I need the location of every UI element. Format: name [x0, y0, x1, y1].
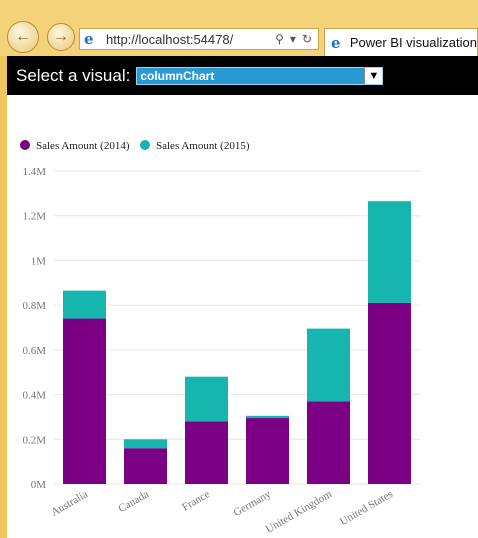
y-tick-label: 1.4M: [22, 166, 46, 178]
visual-select[interactable]: columnChart ▼: [136, 66, 384, 85]
bar-united-kingdom-2015: [307, 328, 350, 402]
bar-united-states-2014: [368, 302, 411, 484]
bar-germany-2014: [246, 418, 289, 484]
forward-arrow-icon: →: [53, 28, 69, 45]
back-button[interactable]: ←: [7, 21, 39, 53]
ie-logo-icon: e: [84, 30, 94, 48]
bar-france-2015: [185, 376, 228, 422]
bar-united-states-2015: [368, 201, 411, 303]
search-icon[interactable]: ⚲: [275, 32, 284, 46]
x-tick-label: Germany: [232, 488, 274, 519]
y-tick-label: 1.2M: [22, 211, 46, 223]
bar-australia-2015: [63, 290, 106, 319]
bar-canada-2015: [124, 439, 167, 449]
visual-selector-bar: Select a visual: columnChart ▼: [7, 56, 478, 95]
x-tick-label: Australia: [49, 488, 90, 519]
legend-marker-2: [140, 140, 150, 150]
bar-australia-2014: [63, 318, 106, 484]
forward-button[interactable]: →: [47, 23, 75, 51]
tab-title: Power BI visualization: [349, 35, 477, 50]
legend-marker-1: [20, 140, 30, 150]
y-tick-label: 1M: [31, 255, 47, 267]
legend-label-1: Sales Amount (2014): [36, 140, 130, 152]
y-tick-label: 0.8M: [22, 300, 46, 312]
tab-ie-icon: e: [331, 33, 341, 52]
x-tick-label: United Kingdom: [264, 488, 335, 536]
chevron-down-icon[interactable]: ▼: [364, 67, 383, 84]
selector-label: Select a visual:: [16, 65, 131, 85]
bar-united-kingdom-2014: [307, 401, 350, 484]
y-tick-label: 0.4M: [22, 390, 46, 402]
page-content: Select a visual: columnChart ▼ Sales Amo…: [7, 56, 478, 538]
refresh-icon[interactable]: ↻: [301, 32, 312, 46]
y-tick-label: 0.6M: [22, 345, 46, 357]
back-arrow-icon: ←: [15, 28, 31, 45]
column-chart: Sales Amount (2014) Sales Amount (2015) 0M…: [20, 140, 420, 536]
address-url[interactable]: http://localhost:54478/: [106, 31, 234, 47]
browser-chrome: ← → e http://localhost:54478/ ⚲ ▾ ↻ e Po…: [0, 0, 478, 56]
y-tick-label: 0M: [31, 479, 47, 491]
y-tick-label: 0.2M: [22, 434, 46, 446]
address-bar[interactable]: e http://localhost:54478/ ⚲ ▾ ↻: [79, 28, 319, 50]
bar-france-2014: [185, 421, 228, 484]
browser-tab[interactable]: e Power BI visualization: [324, 28, 478, 56]
x-tick-label: Canada: [116, 488, 151, 515]
legend-label-2: Sales Amount (2015): [156, 140, 250, 152]
visual-select-value[interactable]: columnChart: [140, 68, 215, 83]
x-tick-label: United States: [338, 488, 395, 528]
bar-canada-2014: [124, 448, 167, 484]
x-tick-label: France: [180, 488, 212, 513]
bar-germany-2015: [246, 415, 289, 419]
dropdown-icon[interactable]: ▾: [289, 32, 296, 46]
